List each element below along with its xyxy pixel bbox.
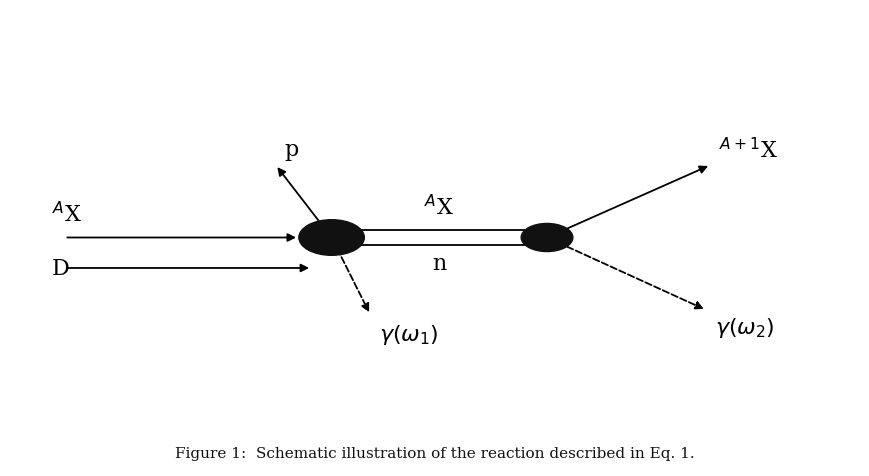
Text: D: D bbox=[51, 258, 70, 279]
Text: $\gamma(\omega_2)$: $\gamma(\omega_2)$ bbox=[714, 315, 774, 339]
Text: p: p bbox=[284, 139, 298, 161]
Text: Figure 1:  Schematic illustration of the reaction described in Eq. 1.: Figure 1: Schematic illustration of the … bbox=[175, 446, 694, 460]
Text: $^A$X: $^A$X bbox=[424, 194, 454, 219]
Circle shape bbox=[521, 224, 572, 252]
Text: $^{A+1}$X: $^{A+1}$X bbox=[719, 138, 777, 163]
Text: n: n bbox=[432, 252, 446, 274]
Circle shape bbox=[299, 220, 364, 256]
Text: $\gamma(\omega_1)$: $\gamma(\omega_1)$ bbox=[379, 322, 438, 346]
Text: $^A$X: $^A$X bbox=[51, 201, 82, 226]
